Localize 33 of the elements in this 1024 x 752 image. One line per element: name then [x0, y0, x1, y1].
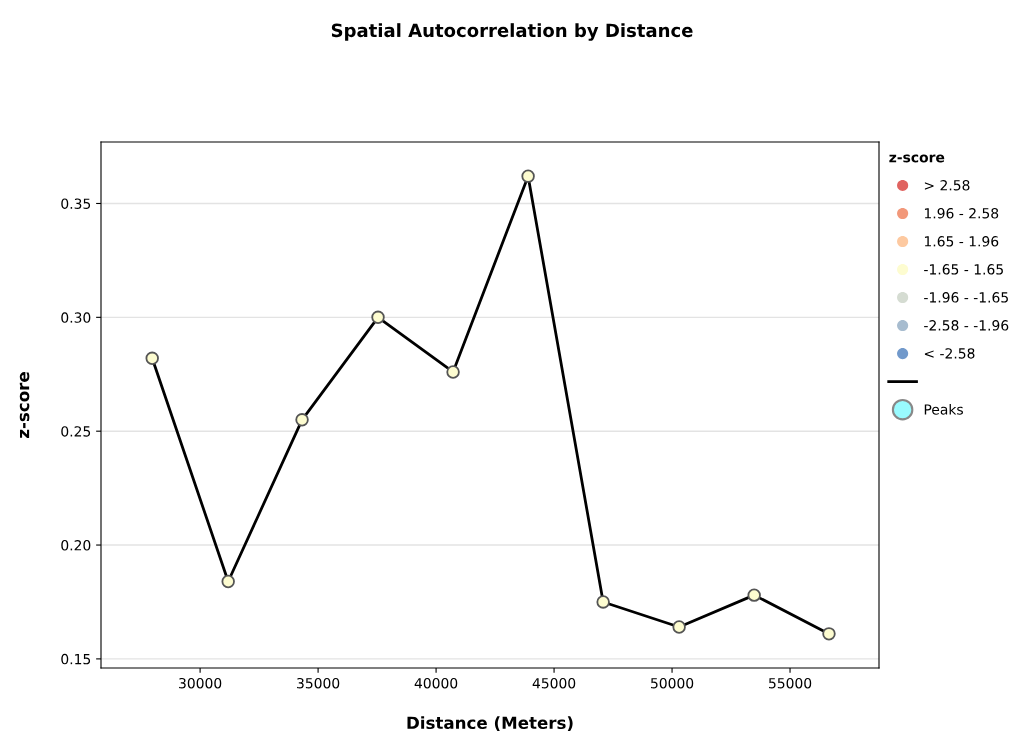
legend-label: -1.96 - -1.65 [924, 292, 1008, 303]
y-tick-label: 0.15 [61, 653, 91, 665]
chart-title: Spatial Autocorrelation by Distance [331, 23, 693, 41]
legend-label: > 2.58 [924, 179, 970, 191]
y-tick-label: 0.35 [61, 198, 91, 209]
x-tick-label: 55000 [769, 677, 812, 689]
legend-label: < -2.58 [924, 348, 975, 359]
legend-title: z-score [889, 154, 945, 163]
point [521, 169, 535, 183]
point [747, 588, 761, 602]
legend-label: -1.65 - 1.65 [924, 264, 1003, 275]
legend-label: -2.58 - -1.96 [924, 320, 1009, 331]
point [596, 595, 610, 609]
x-axis-title: Distance (Meters) [407, 716, 573, 732]
point [295, 413, 309, 427]
point [446, 365, 460, 379]
point [145, 351, 159, 366]
x-tick-label: 30000 [179, 677, 222, 689]
y-tick-label: 0.20 [61, 540, 91, 551]
point [371, 310, 385, 325]
x-tick-label: 50000 [651, 677, 694, 689]
y-tick-label: 0.25 [61, 426, 91, 437]
point [221, 574, 235, 589]
legend-label: Peaks [924, 403, 963, 415]
point [822, 627, 836, 641]
x-tick-label: 40000 [414, 677, 458, 689]
point [672, 620, 686, 634]
y-axis-title: z-score [19, 372, 30, 438]
x-tick-label: 35000 [297, 677, 340, 689]
legend-label: 1.96 - 2.58 [924, 208, 999, 219]
x-tick-label: 45000 [532, 677, 576, 689]
y-tick-label: 0.30 [61, 312, 91, 323]
legend-label: 1.65 - 1.96 [924, 236, 999, 247]
